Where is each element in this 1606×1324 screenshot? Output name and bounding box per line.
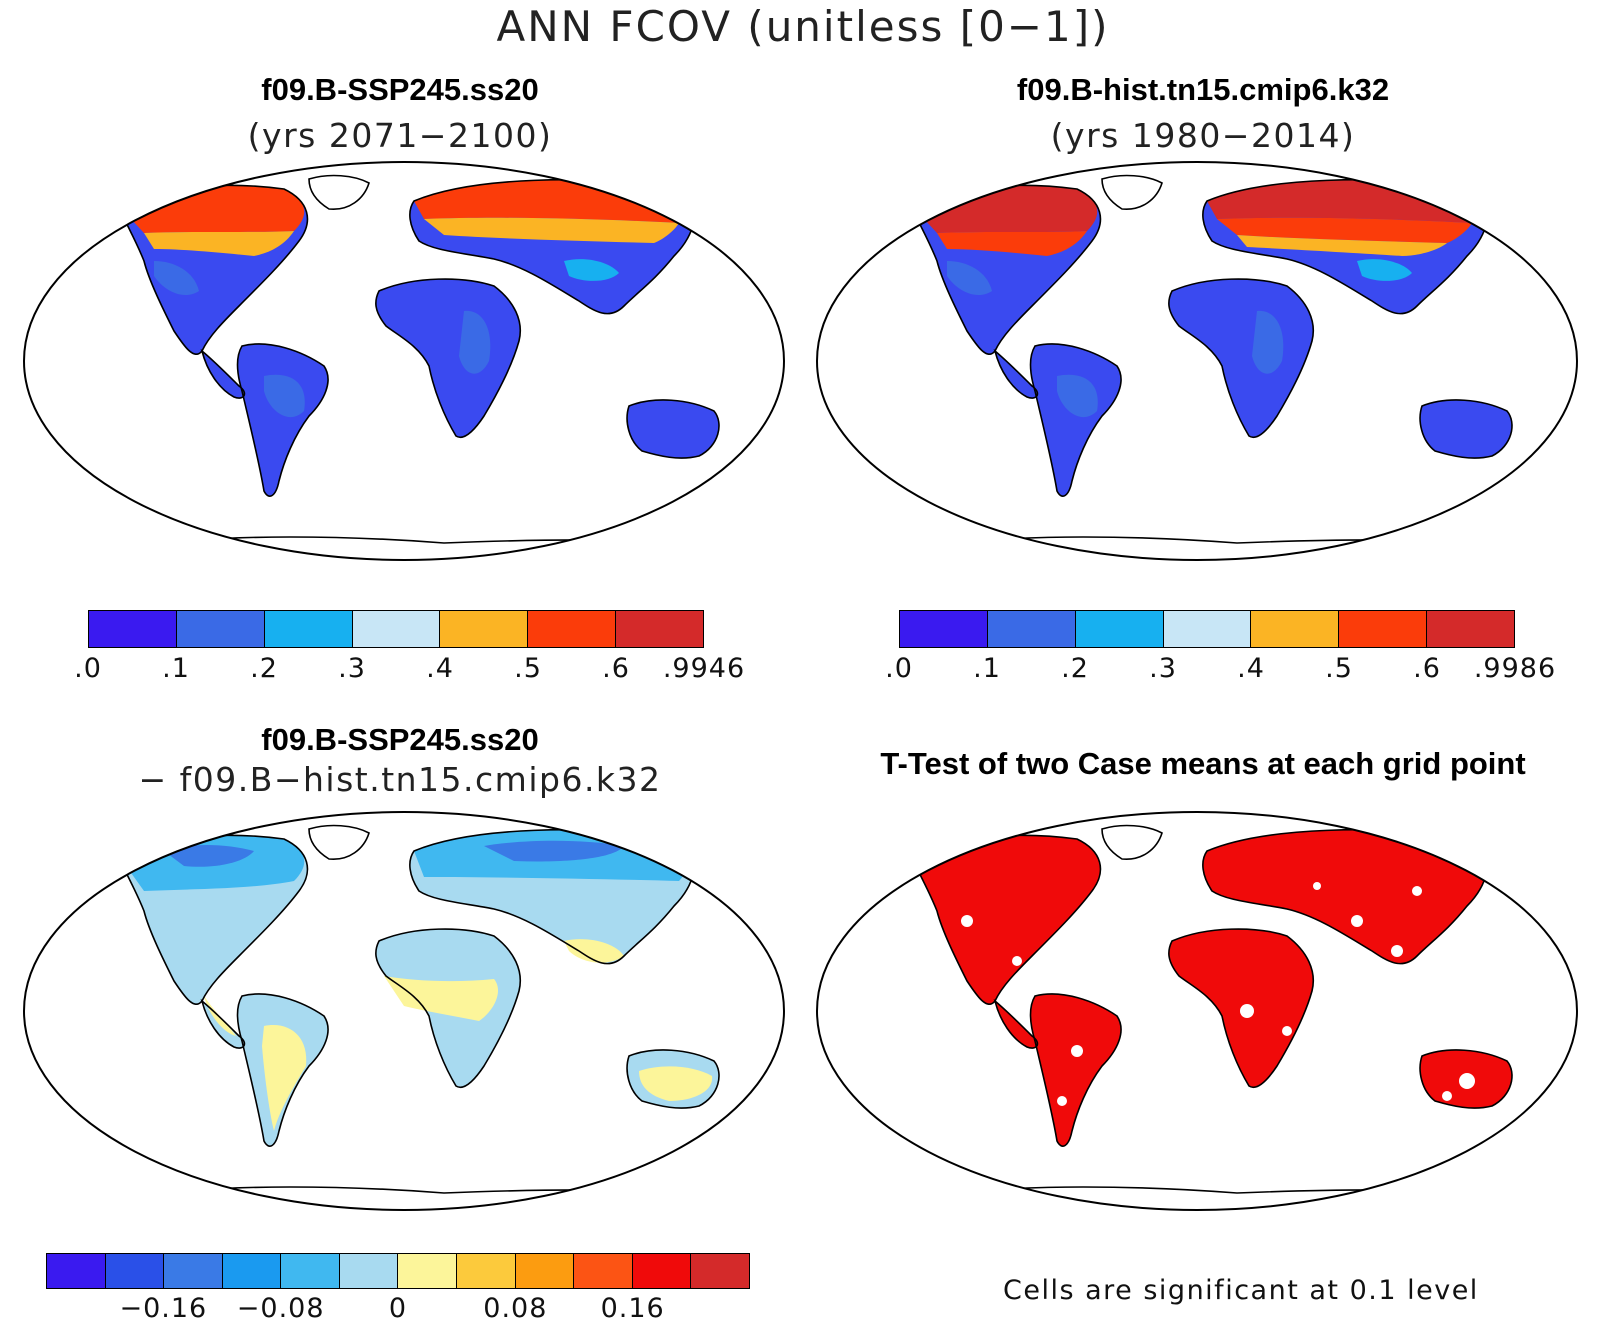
cb3-swatch <box>515 1254 575 1288</box>
colorbar-tick-label: .0 <box>74 653 102 684</box>
panel-subtitle-bottom-left: − f09.B−hist.tn15.cmip6.k32 <box>138 760 662 799</box>
panel-title-top-left: f09.B-SSP245.ss20 <box>261 72 539 107</box>
cb3-swatch <box>281 1254 340 1288</box>
cb3-swatch <box>632 1254 692 1288</box>
cb3-swatch <box>398 1254 458 1288</box>
cb3-swatch <box>164 1254 223 1288</box>
colorbar-tick-label: .6 <box>602 653 630 684</box>
panel-title-bottom-left: f09.B-SSP245.ss20 <box>261 722 539 757</box>
colorbar-tick-label: −0.16 <box>119 1293 208 1324</box>
colorbar-tick-label: −0.08 <box>236 1293 325 1324</box>
map-top-right <box>816 161 1578 561</box>
cb3-swatch <box>47 1254 106 1288</box>
cb1-swatch <box>176 611 265 647</box>
cb2-swatch <box>987 611 1076 647</box>
map-bottom-left <box>23 811 785 1211</box>
colorbar-tick-label: 0.08 <box>483 1293 548 1324</box>
panel-subtitle-top-left: (yrs 2071−2100) <box>247 116 553 155</box>
colorbar-tick-label: .4 <box>1237 653 1265 684</box>
cb1-swatch <box>616 611 704 647</box>
cb1-swatch <box>352 611 441 647</box>
cb3-swatch <box>105 1254 165 1288</box>
cb3-swatch <box>339 1254 399 1288</box>
cb3-swatch <box>574 1254 633 1288</box>
significance-note: Cells are significant at 0.1 level <box>1003 1275 1479 1306</box>
colorbar-tick-label: .9986 <box>1473 653 1557 684</box>
cb2-swatch <box>1075 611 1164 647</box>
panel-title-bottom-right: T-Test of two Case means at each grid po… <box>880 746 1526 781</box>
cb1-swatch <box>264 611 353 647</box>
colorbar-tick-label: .1 <box>973 653 1001 684</box>
colorbar-tick-label: .9946 <box>662 653 746 684</box>
cb1-swatch <box>89 611 177 647</box>
colorbar-top-left <box>88 610 704 648</box>
panel-subtitle-top-right: (yrs 1980−2014) <box>1050 116 1356 155</box>
colorbar-tick-label: .6 <box>1413 653 1441 684</box>
colorbar-top-right <box>899 610 1515 648</box>
cb2-swatch <box>1339 611 1428 647</box>
colorbar-tick-label: .3 <box>1149 653 1177 684</box>
figure-title: ANN FCOV (unitless [0−1]) <box>496 2 1110 51</box>
cb2-swatch <box>1427 611 1515 647</box>
colorbar-tick-label: .3 <box>338 653 366 684</box>
colorbar-tick-label: .2 <box>1061 653 1089 684</box>
colorbar-tick-label: .5 <box>514 653 542 684</box>
colorbar-tick-label: .2 <box>250 653 278 684</box>
colorbar-tick-label: 0 <box>388 1293 408 1324</box>
colorbar-tick-label: 0.16 <box>600 1293 665 1324</box>
map-bottom-right <box>816 811 1578 1211</box>
colorbar-tick-label: .5 <box>1325 653 1353 684</box>
colorbar-tick-label: .0 <box>885 653 913 684</box>
colorbar-tick-label: .4 <box>426 653 454 684</box>
colorbar-tick-label: .1 <box>162 653 190 684</box>
colorbar-bottom-left <box>46 1253 750 1289</box>
cb3-swatch <box>691 1254 749 1288</box>
panel-title-top-right: f09.B-hist.tn15.cmip6.k32 <box>1016 72 1390 107</box>
cb3-swatch <box>222 1254 282 1288</box>
cb3-swatch <box>457 1254 516 1288</box>
cb2-swatch <box>1251 611 1340 647</box>
cb2-swatch <box>1163 611 1252 647</box>
cb2-swatch <box>900 611 988 647</box>
cb1-swatch <box>528 611 617 647</box>
cb1-swatch <box>440 611 529 647</box>
map-top-left <box>23 161 785 561</box>
